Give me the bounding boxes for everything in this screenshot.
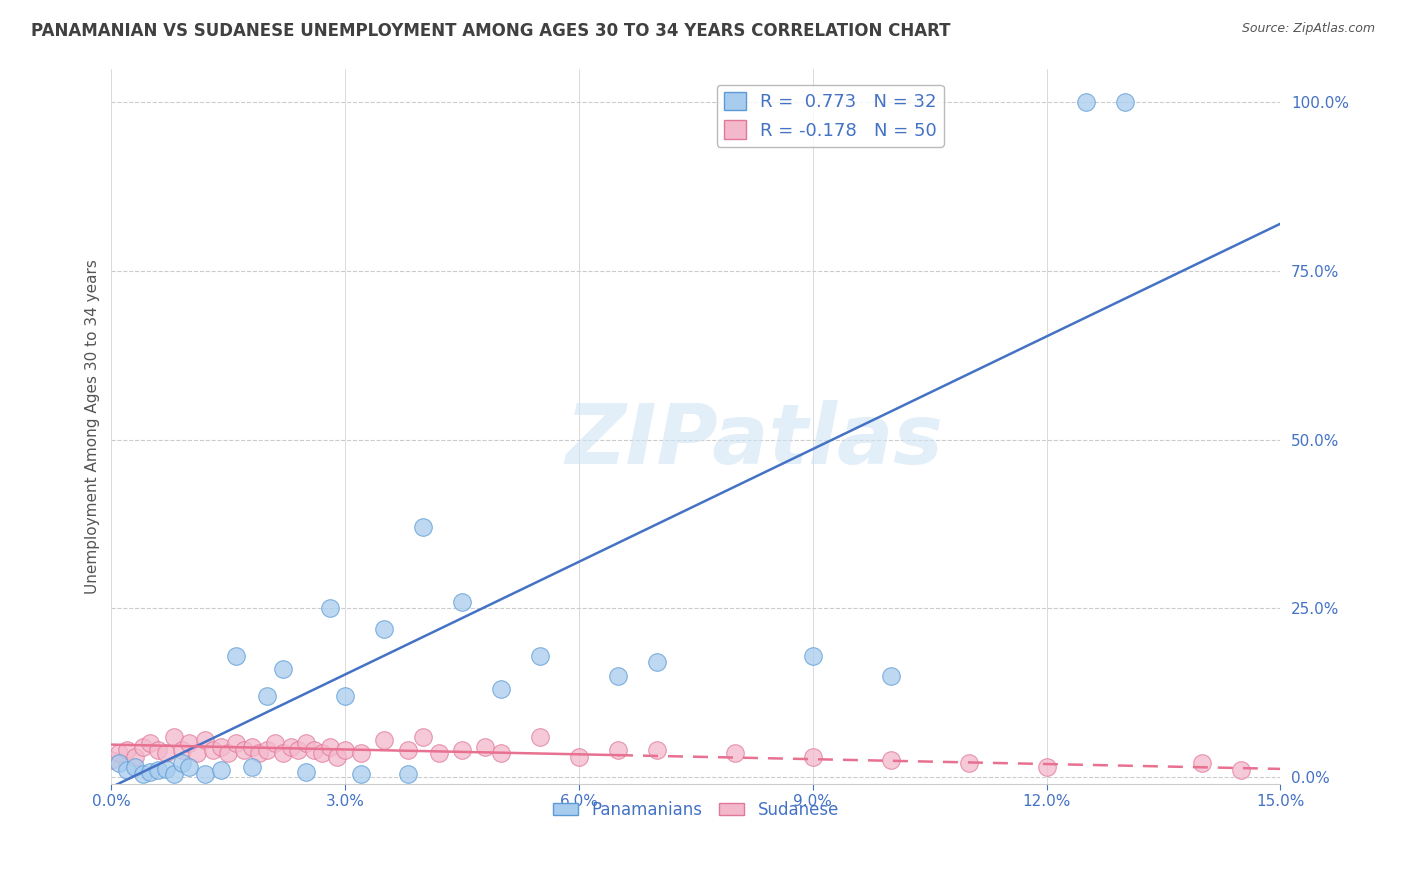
Point — [427, 747, 450, 761]
Point — [529, 648, 551, 663]
Point — [350, 766, 373, 780]
Point — [249, 747, 271, 761]
Point — [146, 763, 169, 777]
Point — [1114, 95, 1136, 110]
Point — [115, 743, 138, 757]
Point — [271, 747, 294, 761]
Point — [240, 760, 263, 774]
Point — [412, 730, 434, 744]
Point — [373, 732, 395, 747]
Point — [163, 766, 186, 780]
Point — [170, 756, 193, 771]
Point — [801, 648, 824, 663]
Point — [318, 601, 340, 615]
Point — [489, 747, 512, 761]
Point — [568, 749, 591, 764]
Point — [396, 766, 419, 780]
Point — [607, 669, 630, 683]
Point — [302, 743, 325, 757]
Point — [326, 749, 349, 764]
Point — [396, 743, 419, 757]
Point — [1191, 756, 1213, 771]
Point — [1230, 763, 1253, 777]
Point — [318, 739, 340, 754]
Point — [295, 764, 318, 779]
Point — [529, 730, 551, 744]
Point — [194, 732, 217, 747]
Point — [100, 753, 122, 767]
Point — [256, 743, 278, 757]
Text: ZIPatlas: ZIPatlas — [565, 400, 943, 481]
Point — [179, 760, 201, 774]
Point — [287, 743, 309, 757]
Point — [217, 747, 239, 761]
Point — [108, 756, 131, 771]
Point — [139, 736, 162, 750]
Point — [179, 736, 201, 750]
Point — [240, 739, 263, 754]
Point — [256, 689, 278, 703]
Point — [225, 736, 247, 750]
Point — [131, 739, 153, 754]
Point — [801, 749, 824, 764]
Point — [1074, 95, 1097, 110]
Legend: Panamanians, Sudanese: Panamanians, Sudanese — [547, 794, 845, 825]
Point — [155, 762, 177, 776]
Point — [880, 669, 903, 683]
Point — [335, 743, 357, 757]
Point — [295, 736, 318, 750]
Y-axis label: Unemployment Among Ages 30 to 34 years: Unemployment Among Ages 30 to 34 years — [86, 259, 100, 593]
Point — [124, 760, 146, 774]
Point — [201, 743, 224, 757]
Point — [264, 736, 287, 750]
Point — [645, 743, 668, 757]
Point — [155, 747, 177, 761]
Point — [350, 747, 373, 761]
Point — [451, 594, 474, 608]
Point — [311, 747, 333, 761]
Point — [186, 747, 208, 761]
Point — [163, 730, 186, 744]
Point — [194, 766, 217, 780]
Text: Source: ZipAtlas.com: Source: ZipAtlas.com — [1241, 22, 1375, 36]
Point — [115, 763, 138, 777]
Point — [209, 739, 232, 754]
Point — [124, 749, 146, 764]
Point — [607, 743, 630, 757]
Point — [209, 763, 232, 777]
Point — [373, 622, 395, 636]
Point — [880, 753, 903, 767]
Point — [489, 682, 512, 697]
Point — [474, 739, 496, 754]
Point — [139, 764, 162, 779]
Point — [1035, 760, 1057, 774]
Point — [645, 655, 668, 669]
Point — [724, 747, 747, 761]
Point — [957, 756, 980, 771]
Point — [412, 520, 434, 534]
Point — [451, 743, 474, 757]
Point — [108, 747, 131, 761]
Point — [280, 739, 302, 754]
Point — [170, 743, 193, 757]
Point — [271, 662, 294, 676]
Point — [232, 743, 254, 757]
Point — [131, 766, 153, 780]
Point — [146, 743, 169, 757]
Point — [225, 648, 247, 663]
Text: PANAMANIAN VS SUDANESE UNEMPLOYMENT AMONG AGES 30 TO 34 YEARS CORRELATION CHART: PANAMANIAN VS SUDANESE UNEMPLOYMENT AMON… — [31, 22, 950, 40]
Point — [335, 689, 357, 703]
